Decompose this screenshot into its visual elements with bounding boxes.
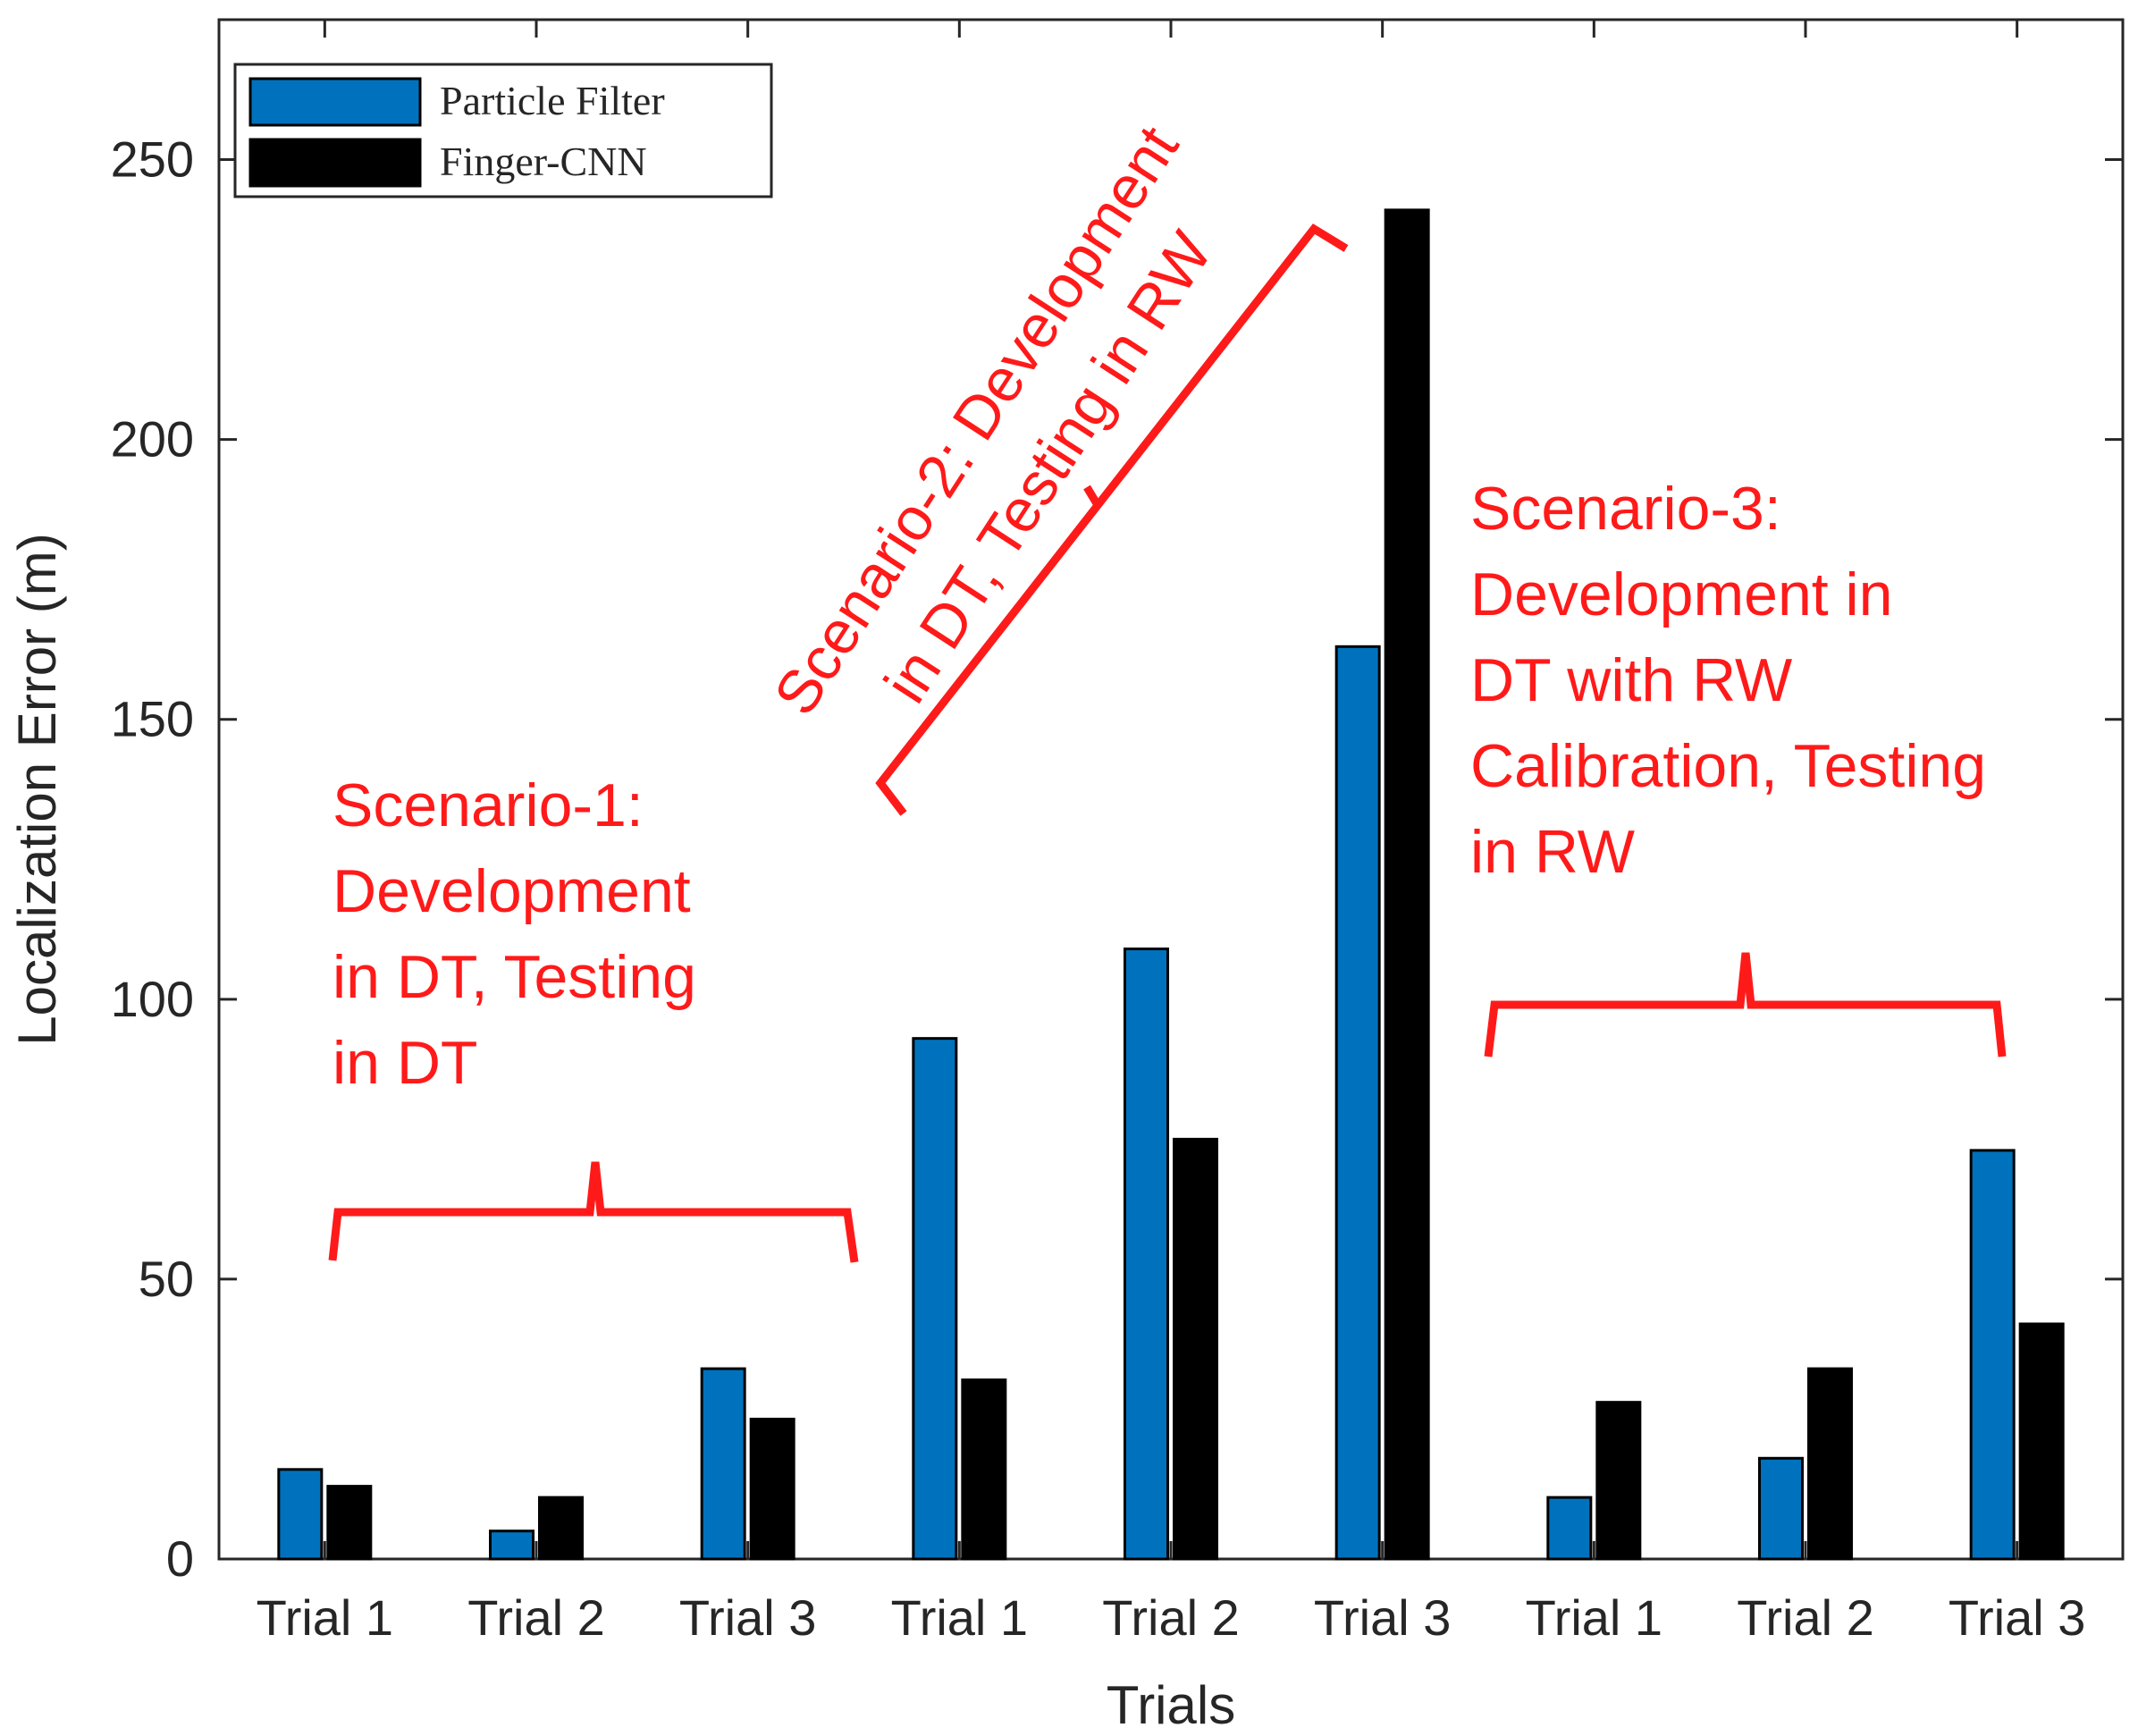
scenario-1-line-3: in DT, Testing <box>332 943 696 1011</box>
bar-finger-cnn <box>961 1378 1007 1561</box>
scenario-3-bracket <box>1484 952 2007 1058</box>
axis-ticks <box>219 20 2123 1561</box>
bar-finger-cnn <box>538 1496 584 1561</box>
plot-area <box>217 18 2125 1561</box>
bar-particle-filter <box>1969 1149 2016 1561</box>
y-tick-label: 100 <box>111 971 194 1027</box>
x-tick-label: Trial 3 <box>1949 1589 2086 1646</box>
x-tick-label: Trial 2 <box>1102 1589 1240 1646</box>
bar-particle-filter <box>912 1037 958 1561</box>
scenario-2-bracket <box>875 223 1349 816</box>
y-tick-labels: 0 50 100 150 200 250 <box>111 131 194 1587</box>
x-tick-label: Trial 3 <box>679 1589 817 1646</box>
bar-particle-filter <box>489 1530 534 1561</box>
scenario-3-line-4: Calibration, Testing <box>1470 732 1986 800</box>
legend: Particle Filter Finger-CNN <box>233 63 773 198</box>
legend-swatch-finger-cnn <box>248 138 422 188</box>
scenario-1-annotation: Scenario-1: Development in DT, Testing i… <box>328 771 859 1263</box>
scenario-3-line-3: DT with RW <box>1470 646 1792 714</box>
x-tick-label: Trial 3 <box>1314 1589 1452 1646</box>
x-tick-label: Trial 2 <box>1737 1589 1874 1646</box>
x-axis-title: Trials <box>1107 1675 1235 1735</box>
scenario-3-line-5: in RW <box>1470 818 1635 886</box>
scenario-3-line-1: Scenario-3: <box>1470 475 1781 543</box>
y-tick-label: 250 <box>111 131 194 188</box>
y-tick-label: 150 <box>111 691 194 747</box>
bar-particle-filter <box>700 1367 746 1561</box>
bars-group <box>277 208 2065 1561</box>
bar-particle-filter <box>1124 947 1169 1561</box>
y-tick-label: 200 <box>111 411 194 468</box>
legend-label-finger-cnn: Finger-CNN <box>440 139 647 184</box>
bar-particle-filter <box>1758 1456 1804 1561</box>
y-tick-label: 50 <box>139 1251 194 1307</box>
bar-finger-cnn <box>1595 1401 1642 1561</box>
x-tick-label: Trial 2 <box>467 1589 605 1646</box>
bar-finger-cnn <box>2018 1322 2065 1561</box>
x-tick-labels: Trial 1 Trial 2 Trial 3 Trial 1 Trial 2 Trial… <box>257 1589 2086 1646</box>
bar-finger-cnn <box>326 1485 373 1561</box>
scenario-1-line-2: Development <box>332 857 691 925</box>
legend-label-particle-filter: Particle Filter <box>440 78 665 123</box>
scenario-1-line-4: in DT <box>332 1029 477 1097</box>
x-tick-label: Trial 1 <box>1526 1589 1663 1646</box>
scenario-3-line-2: Development in <box>1470 560 1892 628</box>
scenario-1-bracket <box>328 1161 859 1263</box>
bar-finger-cnn <box>1807 1367 1853 1561</box>
legend-swatch-particle-filter <box>248 77 422 127</box>
bar-finger-cnn <box>1173 1137 1218 1561</box>
bar-finger-cnn <box>749 1417 795 1561</box>
bar-particle-filter <box>1546 1496 1593 1561</box>
scenario-1-line-1: Scenario-1: <box>332 771 644 839</box>
bar-finger-cnn <box>1384 208 1430 1561</box>
scenario-3-annotation: Scenario-3: Development in DT with RW Ca… <box>1470 475 2007 1058</box>
bar-particle-filter <box>277 1468 324 1561</box>
x-tick-label: Trial 1 <box>257 1589 394 1646</box>
bar-particle-filter <box>1334 645 1381 1561</box>
y-axis-title: Localization Error (m) <box>7 533 67 1046</box>
x-tick-label: Trial 1 <box>891 1589 1029 1646</box>
y-tick-label: 0 <box>166 1530 194 1587</box>
